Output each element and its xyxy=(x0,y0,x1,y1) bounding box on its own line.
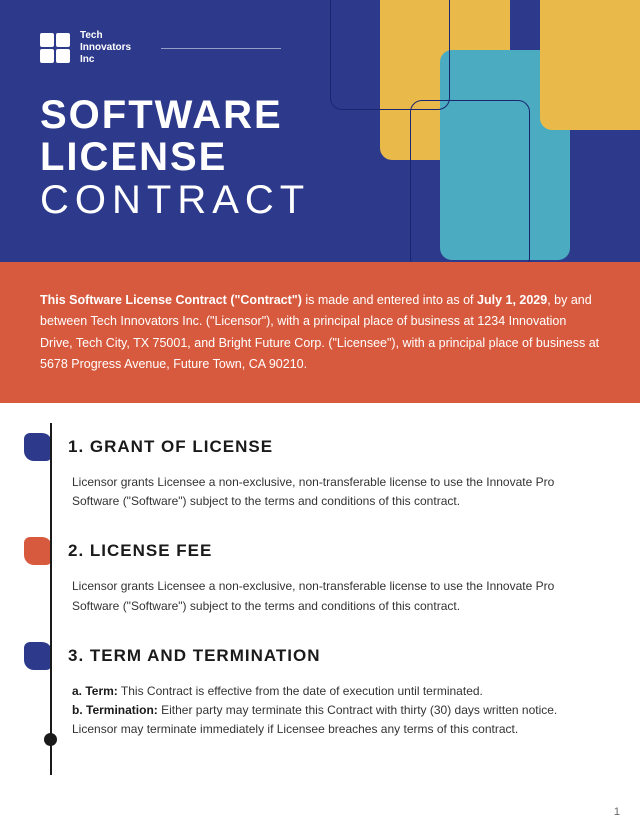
intro-text1: is made and entered into as of xyxy=(302,293,477,307)
company-name: Tech Innovators Inc xyxy=(80,30,131,66)
term-b-label: b. Termination: xyxy=(72,703,158,717)
logo-area: Tech Innovators Inc xyxy=(40,30,600,66)
vertical-line xyxy=(50,423,52,775)
intro-bold2: July 1, 2029 xyxy=(477,293,547,307)
divider-line xyxy=(161,48,281,49)
section-body: a. Term: This Contract is effective from… xyxy=(68,682,600,740)
company-name-l2: Innovators xyxy=(80,42,131,54)
section-body: Licensor grants Licensee a non-exclusive… xyxy=(68,577,600,615)
section-title: 3. TERM AND TERMINATION xyxy=(68,646,321,666)
vertical-dot xyxy=(44,733,57,746)
document-title: SOFTWARE LICENSE CONTRACT xyxy=(40,94,600,222)
intro-paragraph: This Software License Contract ("Contrac… xyxy=(0,262,640,403)
section-marker xyxy=(24,433,52,461)
content-area: 1. GRANT OF LICENSE Licensor grants Licen… xyxy=(0,403,640,775)
company-name-l1: Tech xyxy=(80,30,131,42)
section-body: Licensor grants Licensee a non-exclusive… xyxy=(68,473,600,511)
section-head: 2. LICENSE FEE xyxy=(24,537,600,565)
title-line3: CONTRACT xyxy=(40,178,600,222)
title-line1: SOFTWARE xyxy=(40,94,600,136)
company-name-l3: Inc xyxy=(80,54,131,66)
section-head: 1. GRANT OF LICENSE xyxy=(24,433,600,461)
title-line2: LICENSE xyxy=(40,136,600,178)
section-title: 2. LICENSE FEE xyxy=(68,541,212,561)
section-1: 1. GRANT OF LICENSE Licensor grants Licen… xyxy=(68,433,600,511)
section-3: 3. TERM AND TERMINATION a. Term: This Con… xyxy=(68,642,600,740)
term-a-text: This Contract is effective from the date… xyxy=(118,684,483,698)
section-2: 2. LICENSE FEE Licensor grants Licensee a… xyxy=(68,537,600,615)
term-a-label: a. Term: xyxy=(72,684,118,698)
company-logo-icon xyxy=(40,33,70,63)
intro-bold1: This Software License Contract ("Contrac… xyxy=(40,293,302,307)
section-marker xyxy=(24,537,52,565)
section-head: 3. TERM AND TERMINATION xyxy=(24,642,600,670)
page-number: 1 xyxy=(614,806,620,818)
section-title: 1. GRANT OF LICENSE xyxy=(68,437,273,457)
header: Tech Innovators Inc SOFTWARE LICENSE CON… xyxy=(0,0,640,262)
section-marker xyxy=(24,642,52,670)
